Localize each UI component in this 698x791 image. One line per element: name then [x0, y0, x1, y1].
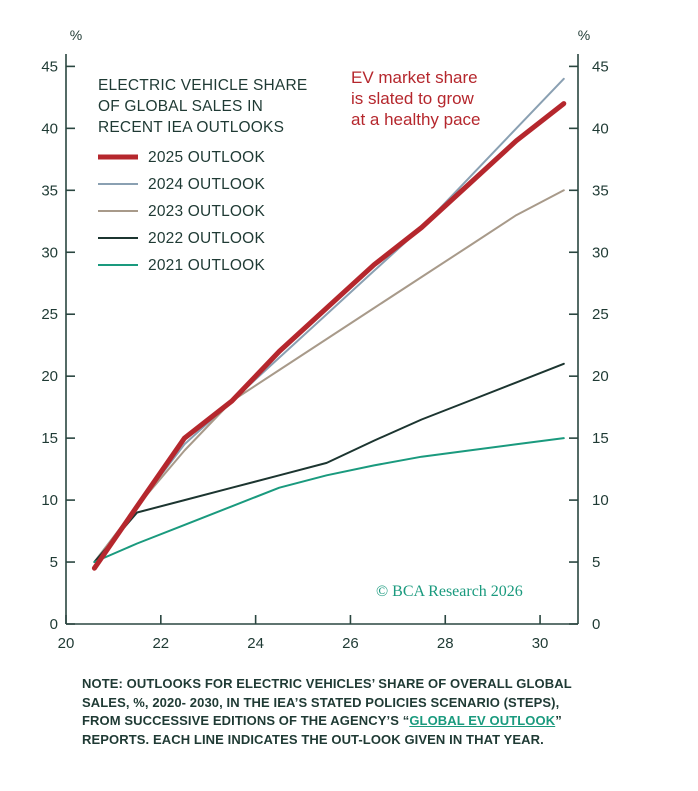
- series-line-2021-outlook: [93, 437, 565, 563]
- y-tick-label-right: 25: [592, 306, 609, 323]
- watermark: © BCA Research 2026: [376, 583, 523, 600]
- y-tick-label-left: 20: [41, 368, 58, 385]
- chart-annotations: EV market share is slated to grow at a hea…: [351, 68, 523, 600]
- series-line-2025-outlook: [91, 101, 567, 571]
- y-tick-label-right: 0: [592, 616, 600, 633]
- legend-label-2021-outlook: 2021 OUTLOOK: [148, 257, 265, 274]
- series-line-2022-outlook: [93, 362, 565, 563]
- y-tick-label-right: 35: [592, 182, 609, 199]
- axes: % % 0 0 5 5 10 10 15 15 20 20 25 25 30 30 35 35 40 40 45 45 20…: [41, 27, 608, 652]
- y-tick-label-left: 0: [50, 616, 58, 633]
- x-tick-label: 24: [247, 635, 264, 652]
- legend-label-2025-outlook: 2025 OUTLOOK: [148, 149, 265, 166]
- x-tick-label: 30: [532, 635, 549, 652]
- note-text-after: ” REPORTS. EACH LINE INDICATES THE OUT-L…: [82, 713, 562, 747]
- chart-title-line: OF GLOBAL SALES IN: [98, 98, 263, 115]
- y-unit-right: %: [578, 27, 590, 43]
- y-tick-label-left: 45: [41, 58, 58, 75]
- y-tick-label-left: 35: [41, 182, 58, 199]
- y-unit-left: %: [70, 27, 82, 43]
- y-tick-label-left: 40: [41, 120, 58, 137]
- y-tick-label-left: 25: [41, 306, 58, 323]
- y-tick-label-right: 20: [592, 368, 609, 385]
- chart-title-line: ELECTRIC VEHICLE SHARE: [98, 77, 307, 94]
- chart-title-line: RECENT IEA OUTLOOKS: [98, 119, 284, 136]
- global-ev-outlook-link[interactable]: GLOBAL EV OUTLOOK: [409, 713, 556, 728]
- legend-label-2023-outlook: 2023 OUTLOOK: [148, 203, 265, 220]
- y-tick-label-right: 40: [592, 120, 609, 137]
- y-tick-label-left: 5: [50, 554, 58, 571]
- x-tick-label: 28: [437, 635, 454, 652]
- annotation-line: is slated to grow: [351, 89, 475, 108]
- y-tick-label-left: 30: [41, 244, 58, 261]
- ev-share-line-chart: % % 0 0 5 5 10 10 15 15 20 20 25 25 30 30 35 35 40 40 45 45 20…: [41, 27, 608, 652]
- chart-note: NOTE: OUTLOOKS FOR ELECTRIC VEHICLES’ SH…: [82, 675, 582, 749]
- legend-label-2024-outlook: 2024 OUTLOOK: [148, 176, 265, 193]
- y-tick-label-left: 10: [41, 492, 58, 509]
- legend: ELECTRIC VEHICLE SHARE OF GLOBAL SALES IN…: [98, 77, 307, 274]
- series-lines: [91, 77, 567, 571]
- series-line-2023-outlook: [93, 189, 565, 563]
- y-tick-label-right: 10: [592, 492, 609, 509]
- y-tick-label-right: 30: [592, 244, 609, 261]
- y-tick-label-right: 5: [592, 554, 600, 571]
- y-tick-label-right: 45: [592, 58, 609, 75]
- legend-label-2022-outlook: 2022 OUTLOOK: [148, 230, 265, 247]
- note-text-before: NOTE: OUTLOOKS FOR ELECTRIC VEHICLES’ SH…: [82, 676, 572, 728]
- x-tick-label: 22: [152, 635, 169, 652]
- annotation-line: at a healthy pace: [351, 110, 480, 129]
- annotation-line: EV market share: [351, 68, 478, 87]
- y-tick-label-right: 15: [592, 430, 609, 447]
- x-tick-label: 20: [58, 635, 75, 652]
- y-tick-label-left: 15: [41, 430, 58, 447]
- x-tick-label: 26: [342, 635, 359, 652]
